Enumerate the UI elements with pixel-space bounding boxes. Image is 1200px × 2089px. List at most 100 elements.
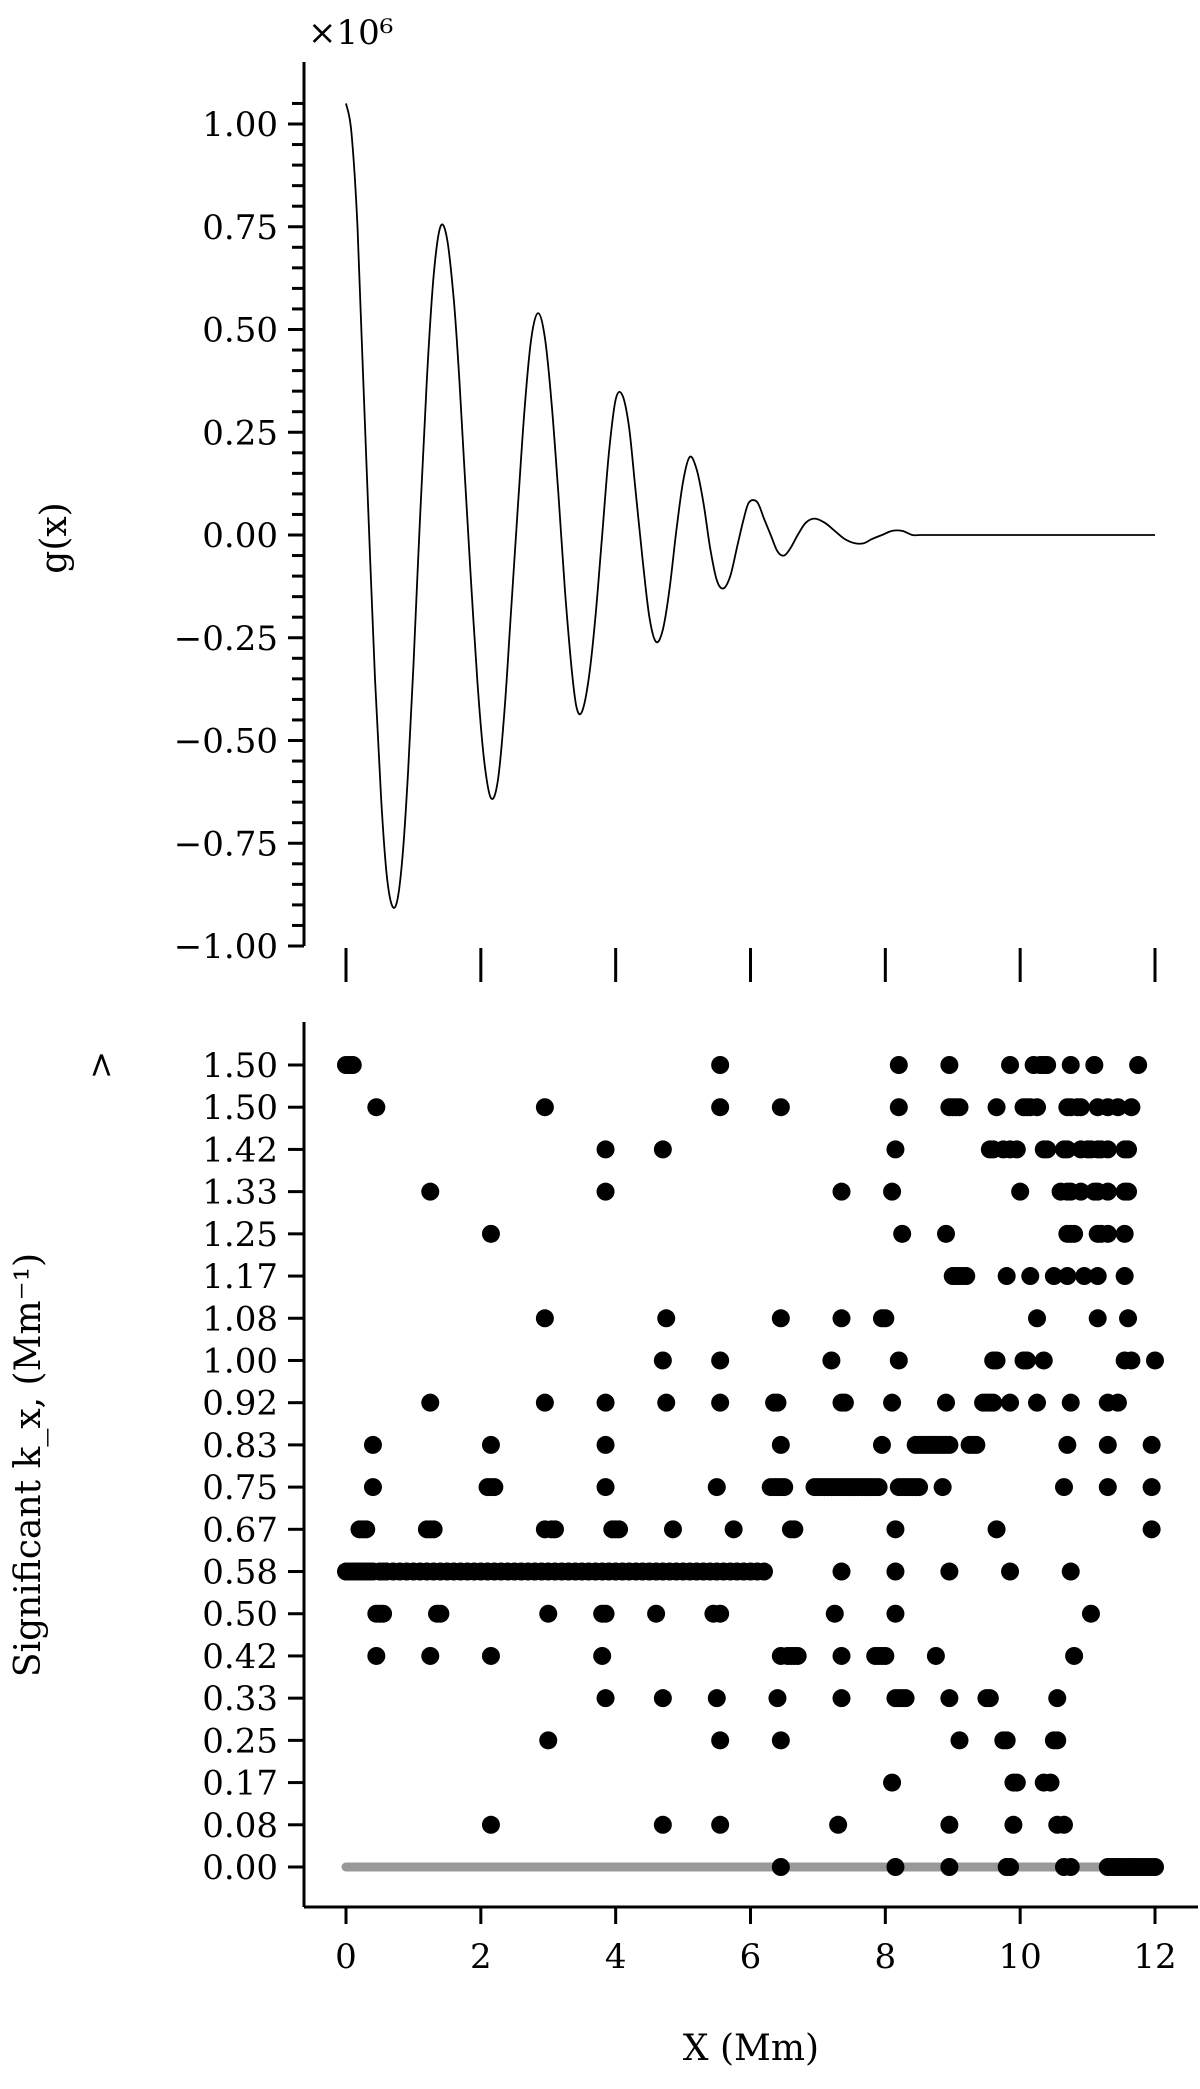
scatter-point bbox=[1061, 1056, 1080, 1074]
y-tick-label: 1.25 bbox=[202, 1215, 278, 1255]
top-panel: 1.00 0.75 0.50 0.25 0.00 −0.25 −0.50 −0.75 −1.00… bbox=[34, 13, 1157, 982]
y-tick-label: −0.25 bbox=[174, 619, 278, 659]
scatter-point bbox=[832, 1309, 851, 1328]
scatter-point bbox=[545, 1520, 564, 1539]
scatter-point bbox=[883, 1393, 902, 1412]
y-offset-text: ×10⁶ bbox=[308, 13, 393, 53]
scatter-point bbox=[1054, 1815, 1073, 1834]
scatter-point bbox=[1122, 1098, 1141, 1117]
scatter-point bbox=[1021, 1267, 1040, 1286]
scatter-point bbox=[539, 1731, 558, 1750]
scatter-point bbox=[707, 1478, 726, 1497]
y-tick-label: 0.42 bbox=[202, 1637, 278, 1677]
scatter-point bbox=[711, 1815, 730, 1834]
y-tick-label: −0.50 bbox=[174, 722, 278, 762]
top-y-axis-label: g(x) bbox=[34, 502, 75, 573]
scatter-point bbox=[1001, 1056, 1020, 1074]
scatter-point bbox=[485, 1478, 504, 1497]
scatter-point bbox=[937, 1393, 956, 1412]
scatter-point bbox=[910, 1478, 929, 1497]
scatter-point bbox=[997, 1267, 1016, 1286]
scatter-point bbox=[1081, 1604, 1100, 1623]
scatter-point bbox=[596, 1393, 615, 1412]
scatter-point bbox=[1088, 1309, 1107, 1328]
y-tick-label: 0.50 bbox=[202, 311, 278, 351]
scatter-point bbox=[481, 1224, 500, 1243]
scatter-point bbox=[421, 1182, 440, 1201]
scatter-point bbox=[835, 1393, 854, 1412]
scatter-point bbox=[771, 1731, 790, 1750]
scatter-points bbox=[337, 1056, 1164, 1876]
scatter-point bbox=[711, 1731, 730, 1750]
scatter-point bbox=[711, 1351, 730, 1370]
scatter-point bbox=[596, 1435, 615, 1454]
scatter-point bbox=[768, 1689, 787, 1708]
scatter-point bbox=[886, 1140, 905, 1159]
scatter-point bbox=[1011, 1182, 1030, 1201]
scatter-point bbox=[367, 1646, 386, 1665]
scatter-point bbox=[1119, 1182, 1138, 1201]
bottom-y-axis-label: Significant k_x, (Mm⁻¹) bbox=[8, 1253, 49, 1677]
scatter-point bbox=[596, 1604, 615, 1623]
scatter-point bbox=[889, 1098, 908, 1117]
scatter-point bbox=[1075, 1267, 1094, 1286]
scatter-point bbox=[1048, 1689, 1067, 1708]
scatter-point bbox=[1001, 1393, 1020, 1412]
scatter-point bbox=[832, 1562, 851, 1581]
scatter-point bbox=[539, 1604, 558, 1623]
scatter-point bbox=[1034, 1351, 1053, 1370]
scatter-point bbox=[940, 1562, 959, 1581]
y-tick-label: 1.42 bbox=[202, 1130, 278, 1170]
scatter-point bbox=[363, 1435, 382, 1454]
scatter-point bbox=[1004, 1815, 1023, 1834]
scatter-point bbox=[1028, 1098, 1047, 1117]
y-tick-label: 1.00 bbox=[202, 105, 278, 145]
scatter-point bbox=[711, 1393, 730, 1412]
scatter-point bbox=[657, 1309, 676, 1328]
scatter-point bbox=[1115, 1267, 1134, 1286]
y-tick-label: 0.75 bbox=[202, 208, 278, 248]
scatter-point bbox=[1065, 1646, 1084, 1665]
y-tick-label: 0.00 bbox=[202, 1848, 278, 1888]
y-tick-label: 1.08 bbox=[202, 1299, 278, 1339]
scatter-point bbox=[367, 1098, 386, 1117]
y-tick-label: −0.75 bbox=[174, 824, 278, 864]
scatter-point bbox=[883, 1182, 902, 1201]
scatter-point bbox=[896, 1689, 915, 1708]
scatter-point bbox=[1142, 1478, 1161, 1497]
y-tick-label: 0.92 bbox=[202, 1384, 278, 1424]
scatter-point bbox=[711, 1604, 730, 1623]
scatter-point bbox=[663, 1520, 682, 1539]
y-tick-label: 0.17 bbox=[202, 1764, 278, 1804]
scatter-point bbox=[343, 1056, 362, 1074]
scatter-point bbox=[596, 1478, 615, 1497]
scatter-point bbox=[771, 1309, 790, 1328]
scatter-point bbox=[876, 1309, 895, 1328]
scatter-point bbox=[481, 1815, 500, 1834]
scatter-point bbox=[535, 1309, 554, 1328]
scatter-point bbox=[785, 1520, 804, 1539]
scatter-point bbox=[1061, 1562, 1080, 1581]
scatter-point bbox=[593, 1646, 612, 1665]
scatter-point bbox=[363, 1478, 382, 1497]
scatter-point bbox=[647, 1604, 666, 1623]
scatter-point bbox=[1098, 1140, 1117, 1159]
scatter-point bbox=[1119, 1309, 1138, 1328]
y-tick-label: 1.00 bbox=[202, 1341, 278, 1381]
scatter-point bbox=[825, 1604, 844, 1623]
y-tick-label: 1.33 bbox=[202, 1173, 278, 1213]
scatter-point bbox=[657, 1393, 676, 1412]
scatter-point bbox=[1108, 1098, 1127, 1117]
scatter-point bbox=[886, 1858, 905, 1876]
x-axis-label: X (Mm) bbox=[683, 2028, 819, 2069]
scatter-point bbox=[357, 1520, 376, 1539]
scatter-point bbox=[1142, 1435, 1161, 1454]
scatter-point bbox=[711, 1056, 730, 1074]
y-tick-label: −1.00 bbox=[174, 927, 278, 967]
scatter-point bbox=[1061, 1858, 1080, 1876]
scatter-point bbox=[1115, 1224, 1134, 1243]
scatter-point bbox=[775, 1478, 794, 1497]
scatter-point bbox=[980, 1689, 999, 1708]
scatter-point bbox=[1088, 1267, 1107, 1286]
